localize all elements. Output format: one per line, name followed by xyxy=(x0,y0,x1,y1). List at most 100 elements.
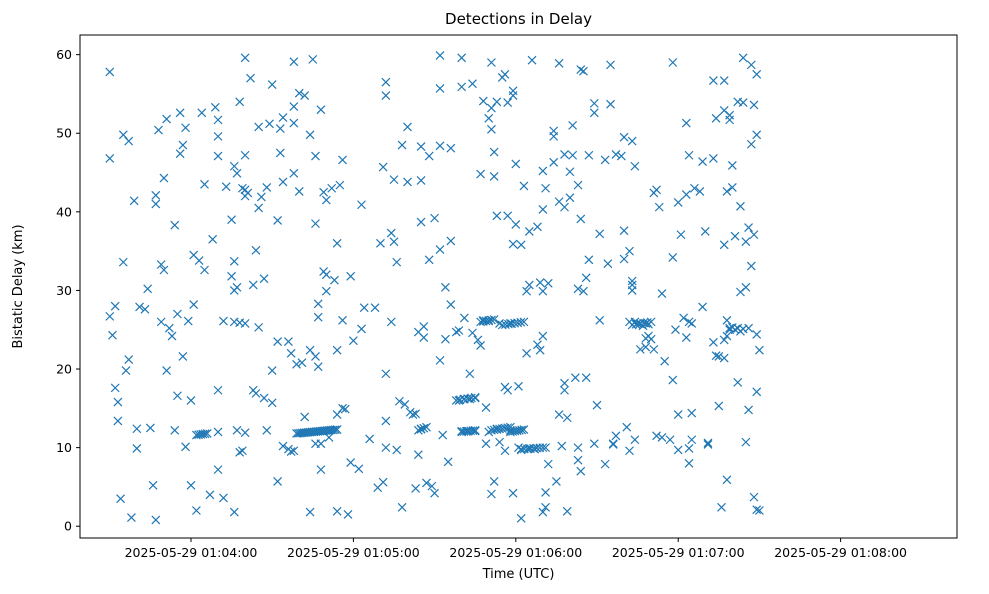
data-point xyxy=(240,319,250,328)
data-point xyxy=(608,439,618,449)
data-point xyxy=(538,205,548,214)
data-point xyxy=(181,123,190,133)
data-point xyxy=(671,325,680,335)
data-point xyxy=(733,377,743,387)
data-point xyxy=(332,238,342,248)
data-point xyxy=(267,366,277,376)
data-point xyxy=(235,447,245,457)
data-point xyxy=(679,313,689,323)
data-point xyxy=(200,265,209,275)
data-point xyxy=(273,337,283,346)
data-point xyxy=(576,214,586,224)
data-point xyxy=(127,513,136,522)
data-point xyxy=(213,427,223,437)
data-point xyxy=(695,186,705,196)
data-point xyxy=(744,405,754,415)
data-point xyxy=(476,317,486,327)
data-point xyxy=(657,289,667,298)
data-point xyxy=(110,383,120,393)
data-point xyxy=(619,226,629,236)
data-point xyxy=(451,396,461,405)
data-point xyxy=(392,257,402,267)
data-point xyxy=(297,358,307,368)
data-point xyxy=(229,507,239,517)
data-point xyxy=(627,320,637,330)
data-point xyxy=(517,425,527,435)
data-point xyxy=(625,246,634,256)
data-point xyxy=(419,333,429,343)
data-point xyxy=(652,185,661,195)
data-point xyxy=(256,192,266,202)
y-tick-label: 0 xyxy=(64,519,72,534)
data-point xyxy=(722,331,732,341)
data-point xyxy=(438,430,448,440)
data-point xyxy=(560,202,569,212)
data-point xyxy=(516,240,526,250)
data-point xyxy=(340,404,350,414)
data-point xyxy=(105,153,115,163)
data-point xyxy=(113,397,123,407)
data-point xyxy=(164,323,174,333)
data-point xyxy=(403,122,412,132)
data-point xyxy=(167,331,177,341)
y-tick-label: 50 xyxy=(56,126,72,141)
data-point xyxy=(145,423,155,433)
data-point xyxy=(738,98,748,108)
data-point xyxy=(541,183,550,193)
data-point xyxy=(151,515,161,525)
data-point xyxy=(129,196,139,206)
data-point xyxy=(557,441,567,451)
data-point xyxy=(213,465,223,475)
data-point xyxy=(328,425,338,435)
data-point xyxy=(424,255,434,265)
data-point xyxy=(538,286,548,296)
data-point xyxy=(541,487,550,497)
data-point xyxy=(386,317,396,327)
data-point xyxy=(408,410,418,420)
data-point xyxy=(311,151,320,161)
data-point xyxy=(744,323,754,333)
data-point xyxy=(156,260,166,269)
data-point xyxy=(289,168,299,178)
data-point xyxy=(440,334,450,344)
data-point xyxy=(508,91,518,100)
data-point xyxy=(286,447,296,456)
data-point xyxy=(668,252,678,262)
data-point xyxy=(332,506,342,516)
data-point xyxy=(487,58,496,67)
data-point xyxy=(487,315,496,325)
data-point xyxy=(446,143,456,153)
data-point xyxy=(684,458,694,468)
data-point xyxy=(543,278,553,288)
data-point xyxy=(511,219,521,229)
data-point xyxy=(535,443,545,453)
data-point xyxy=(357,324,366,334)
data-point xyxy=(186,480,196,490)
data-point xyxy=(443,457,453,467)
data-point xyxy=(589,439,599,449)
data-point xyxy=(579,286,588,296)
data-point xyxy=(573,284,583,294)
data-point xyxy=(714,352,724,361)
data-point xyxy=(316,105,326,115)
data-point xyxy=(468,79,477,89)
data-point xyxy=(316,465,326,475)
data-point xyxy=(419,423,429,433)
data-point xyxy=(719,240,729,250)
x-tick-label: 2025-05-29 01:04:00 xyxy=(125,545,258,560)
data-point xyxy=(549,157,559,167)
data-point xyxy=(492,97,502,107)
data-point xyxy=(576,65,586,75)
data-point xyxy=(308,54,318,64)
data-point xyxy=(457,53,467,63)
data-point xyxy=(722,315,732,325)
data-point xyxy=(533,340,542,350)
data-point xyxy=(254,203,264,213)
data-point xyxy=(508,239,518,249)
data-point xyxy=(503,211,513,221)
data-point xyxy=(749,230,759,240)
data-point xyxy=(313,362,323,372)
chart-title: Detections in Delay xyxy=(445,10,592,28)
data-point xyxy=(178,352,188,361)
data-point xyxy=(660,356,670,366)
